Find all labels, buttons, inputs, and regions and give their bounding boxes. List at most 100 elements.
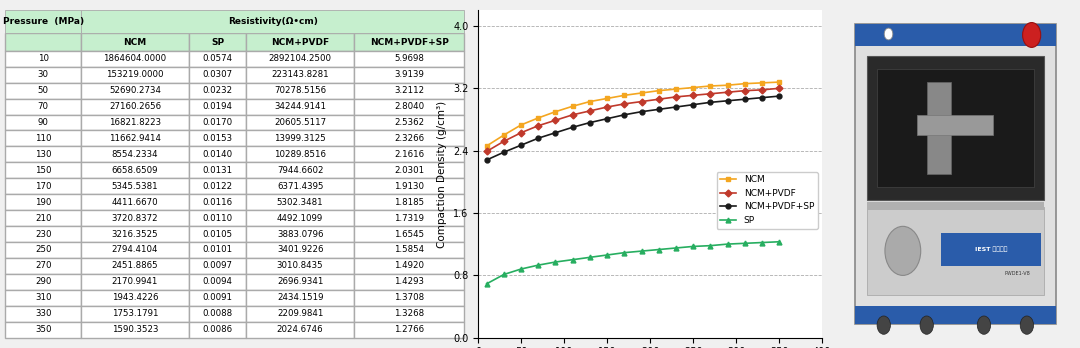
SP [600, 253, 613, 257]
NCM [772, 80, 785, 84]
Bar [917, 115, 994, 135]
NCM+PVDF+SP [531, 136, 544, 140]
Line: NCM+PVDF: NCM+PVDF [484, 86, 782, 154]
NCM+PVDF [652, 97, 665, 101]
Text: IEST 光感科技: IEST 光感科技 [975, 246, 1008, 252]
NCM+PVDF+SP [704, 100, 717, 104]
SP [687, 244, 700, 248]
NCM [549, 110, 562, 114]
NCM+PVDF [772, 86, 785, 90]
SP [721, 242, 734, 246]
SP [618, 251, 631, 255]
NCM+PVDF [670, 95, 683, 99]
Line: NCM+PVDF+SP: NCM+PVDF+SP [484, 94, 782, 163]
Bar [941, 233, 1041, 266]
NCM+PVDF+SP [498, 150, 511, 154]
NCM+PVDF+SP [549, 130, 562, 135]
Text: Resistivity(Ω•cm): Resistivity(Ω•cm) [228, 17, 318, 26]
SP [549, 260, 562, 264]
Bar [867, 56, 1043, 200]
NCM [721, 83, 734, 87]
SP [498, 272, 511, 277]
NCM+PVDF+SP [652, 107, 665, 111]
NCM+PVDF [531, 124, 544, 128]
Bar [877, 69, 1034, 187]
Circle shape [920, 316, 933, 334]
NCM [618, 93, 631, 97]
NCM [635, 91, 648, 95]
Bar [927, 82, 950, 174]
Bar [855, 24, 1055, 324]
NCM [687, 86, 700, 90]
Circle shape [1023, 23, 1041, 47]
NCM+PVDF+SP [618, 113, 631, 117]
Line: NCM: NCM [484, 80, 782, 148]
NCM+PVDF [755, 88, 768, 92]
Line: SP: SP [484, 239, 782, 286]
Circle shape [877, 316, 890, 334]
NCM [600, 96, 613, 101]
SP [583, 255, 596, 259]
SP [531, 263, 544, 267]
SP [704, 244, 717, 248]
NCM+PVDF [498, 139, 511, 143]
SP [652, 247, 665, 252]
SP [481, 282, 494, 286]
Bar [867, 202, 1043, 210]
NCM+PVDF [514, 130, 527, 135]
NCM+PVDF [481, 149, 494, 153]
NCM [652, 89, 665, 93]
SP [772, 240, 785, 244]
NCM+PVDF+SP [721, 99, 734, 103]
NCM+PVDF+SP [600, 117, 613, 121]
Bar [867, 207, 1043, 295]
Circle shape [1021, 316, 1034, 334]
NCM+PVDF+SP [635, 110, 648, 114]
NCM [583, 100, 596, 104]
SP [670, 246, 683, 250]
NCM [755, 81, 768, 85]
NCM+PVDF [739, 89, 752, 93]
NCM+PVDF [600, 105, 613, 109]
NCM+PVDF [549, 118, 562, 122]
Text: PWDE1-V8: PWDE1-V8 [1004, 271, 1030, 276]
Legend: NCM, NCM+PVDF, NCM+PVDF+SP, SP: NCM, NCM+PVDF, NCM+PVDF+SP, SP [716, 172, 818, 229]
Y-axis label: Compaction Density (g/cm³): Compaction Density (g/cm³) [437, 101, 447, 247]
NCM+PVDF [618, 102, 631, 106]
Circle shape [977, 316, 990, 334]
NCM+PVDF+SP [687, 103, 700, 107]
NCM [670, 87, 683, 91]
Circle shape [885, 226, 921, 275]
NCM+PVDF+SP [583, 120, 596, 125]
Bar [5, 10, 81, 33]
NCM+PVDF+SP [566, 125, 579, 129]
NCM+PVDF+SP [755, 96, 768, 100]
SP [566, 258, 579, 262]
Bar [81, 10, 464, 33]
SP [755, 240, 768, 245]
NCM [704, 84, 717, 88]
Text: Pressure  (MPa): Pressure (MPa) [2, 17, 84, 26]
NCM+PVDF+SP [670, 105, 683, 109]
NCM+PVDF+SP [739, 97, 752, 101]
SP [739, 241, 752, 245]
NCM+PVDF+SP [514, 143, 527, 147]
Circle shape [885, 28, 893, 40]
NCM [566, 104, 579, 108]
NCM [739, 81, 752, 86]
NCM [481, 144, 494, 148]
NCM+PVDF [721, 90, 734, 94]
NCM+PVDF [635, 100, 648, 104]
NCM+PVDF [566, 113, 579, 117]
Bar [855, 307, 1055, 324]
NCM [531, 116, 544, 120]
NCM+PVDF [687, 93, 700, 97]
SP [635, 249, 648, 253]
NCM+PVDF+SP [481, 158, 494, 162]
NCM+PVDF+SP [772, 94, 785, 98]
NCM+PVDF [704, 92, 717, 96]
NCM [498, 133, 511, 137]
SP [514, 267, 527, 271]
NCM+PVDF [583, 109, 596, 113]
NCM [514, 123, 527, 127]
